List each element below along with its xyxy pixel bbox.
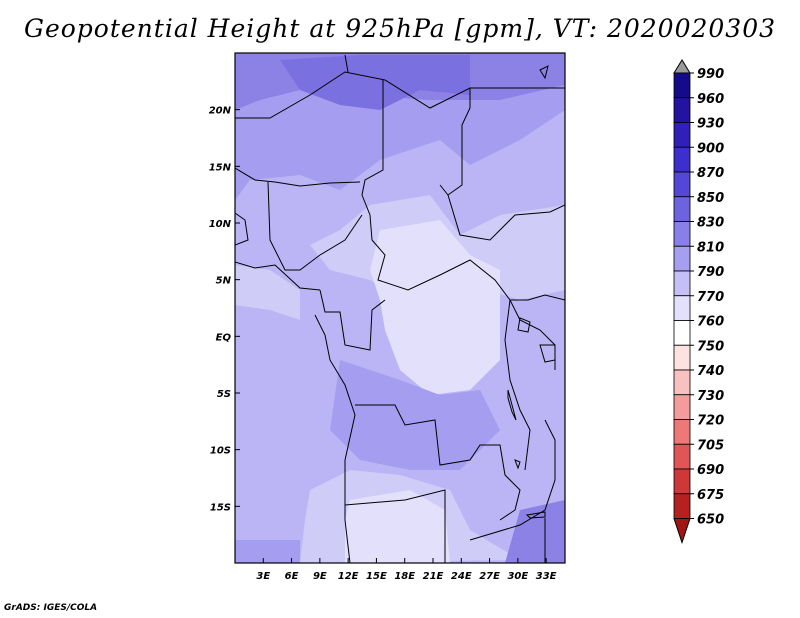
lat-tick-label: 5N	[216, 276, 232, 287]
lat-tick-label: EQ	[216, 332, 232, 343]
lake-outline	[539, 65, 549, 80]
latitude-axis: 20N 15N 10N 5N EQ 5S 10S 15S	[209, 106, 240, 513]
lake-outline	[507, 389, 517, 421]
colorbar-level-label: 770	[697, 290, 724, 305]
lon-tick-label: 6E	[285, 571, 299, 582]
colorbar-segment	[673, 196, 691, 222]
field-region-850-southeast	[505, 500, 565, 563]
border-line	[355, 404, 521, 521]
border-line	[469, 419, 556, 541]
colorbar-level-label: 790	[697, 265, 724, 280]
height-field	[235, 53, 565, 563]
colorbar-segment	[673, 171, 691, 198]
field-region-870-north	[280, 55, 470, 110]
colorbar-segment	[673, 270, 691, 297]
colorbar-segment	[673, 369, 691, 396]
lat-tick-label: 5S	[217, 389, 231, 400]
lake-outline	[517, 317, 531, 333]
colorbar-level-label: 675	[697, 488, 724, 503]
lake-outline	[514, 459, 521, 470]
colorbar-segment	[673, 221, 691, 247]
longitude-axis: 3E 6E 9E 12E 15E 18E 21E 24E 27E 30E 33E	[256, 558, 557, 582]
border-line	[344, 489, 446, 563]
border-line	[314, 314, 356, 563]
border-line	[267, 181, 363, 271]
lat-tick-label: 20N	[209, 106, 232, 117]
lake-outline	[525, 511, 546, 519]
colorbar-level-label: 705	[697, 438, 724, 453]
lat-tick-label: 10S	[210, 446, 231, 457]
map-frame	[234, 52, 566, 564]
colorbar-level-label: 830	[697, 216, 724, 231]
colorbar-level-label: 900	[697, 141, 724, 156]
colorbar: 990 960 930 900 870 850 830 810 790 770 760 750 740 7…	[673, 59, 724, 545]
chart-title: Geopotential Height at 925hPa [gpm], VT:…	[23, 14, 777, 43]
field-region-770-south	[345, 490, 450, 563]
lake-outline	[539, 344, 556, 363]
colorbar-level-label: 760	[697, 315, 724, 330]
colorbar-level-label: 960	[697, 92, 724, 107]
border-line	[235, 212, 249, 246]
border-line	[235, 261, 321, 291]
colorbar-level-label: 690	[697, 463, 724, 478]
colorbar-segment	[673, 320, 691, 346]
colorbar-level-label: 650	[697, 513, 724, 528]
colorbar-segment	[673, 443, 691, 470]
colorbar-level-label: 740	[697, 364, 724, 379]
colorbar-segment	[673, 394, 691, 420]
colorbar-level-label: 870	[697, 166, 724, 181]
field-region-770-central	[370, 220, 500, 395]
colorbar-level-label: 810	[697, 240, 724, 255]
field-region-830-south	[235, 540, 300, 563]
border-line	[344, 54, 349, 73]
colorbar-level-label: 720	[697, 414, 724, 429]
colorbar-segment	[673, 245, 691, 272]
border-line	[235, 71, 471, 196]
lon-tick-label: 30E	[507, 571, 528, 582]
field-region-830-central-south	[330, 360, 500, 470]
lon-tick-label: 12E	[338, 571, 359, 582]
colorbar-level-label: 990	[697, 67, 724, 82]
lon-tick-label: 27E	[479, 571, 500, 582]
border-line	[371, 239, 565, 301]
border-line	[504, 299, 531, 471]
lon-tick-label: 21E	[423, 571, 444, 582]
colorbar-segment	[673, 468, 691, 495]
lat-tick-label: 15N	[209, 162, 232, 173]
field-region-790-west	[235, 265, 300, 320]
border-line	[447, 194, 565, 241]
colorbar-segment	[673, 72, 691, 99]
colorbar-level-label: 730	[697, 389, 724, 404]
colorbar-top-arrow	[673, 59, 691, 74]
colorbar-bottom-arrow	[673, 518, 691, 545]
colorbar-segment	[673, 419, 691, 445]
colorbar-segment	[673, 122, 691, 148]
lon-tick-label: 24E	[451, 571, 472, 582]
colorbar-level-label: 850	[697, 191, 724, 206]
lon-tick-label: 18E	[394, 571, 415, 582]
colorbar-level-label: 750	[697, 339, 724, 354]
lon-tick-label: 15E	[366, 571, 387, 582]
colorbar-segment	[673, 344, 691, 371]
grads-credit: GrADS: IGES/COLA	[4, 603, 98, 613]
lon-tick-label: 33E	[536, 571, 557, 582]
lat-tick-label: 15S	[210, 502, 231, 513]
border-line	[319, 289, 386, 351]
colorbar-segment	[673, 97, 691, 123]
colorbar-segment	[673, 493, 691, 519]
lon-tick-label: 9E	[313, 571, 327, 582]
colorbar-segment	[673, 146, 691, 173]
border-line	[235, 167, 361, 187]
colorbar-level-label: 930	[697, 117, 724, 132]
border-line	[361, 80, 384, 241]
colorbar-segment	[673, 295, 691, 321]
lat-tick-label: 10N	[209, 219, 232, 230]
country-borders	[235, 54, 565, 563]
lon-tick-label: 3E	[256, 571, 270, 582]
